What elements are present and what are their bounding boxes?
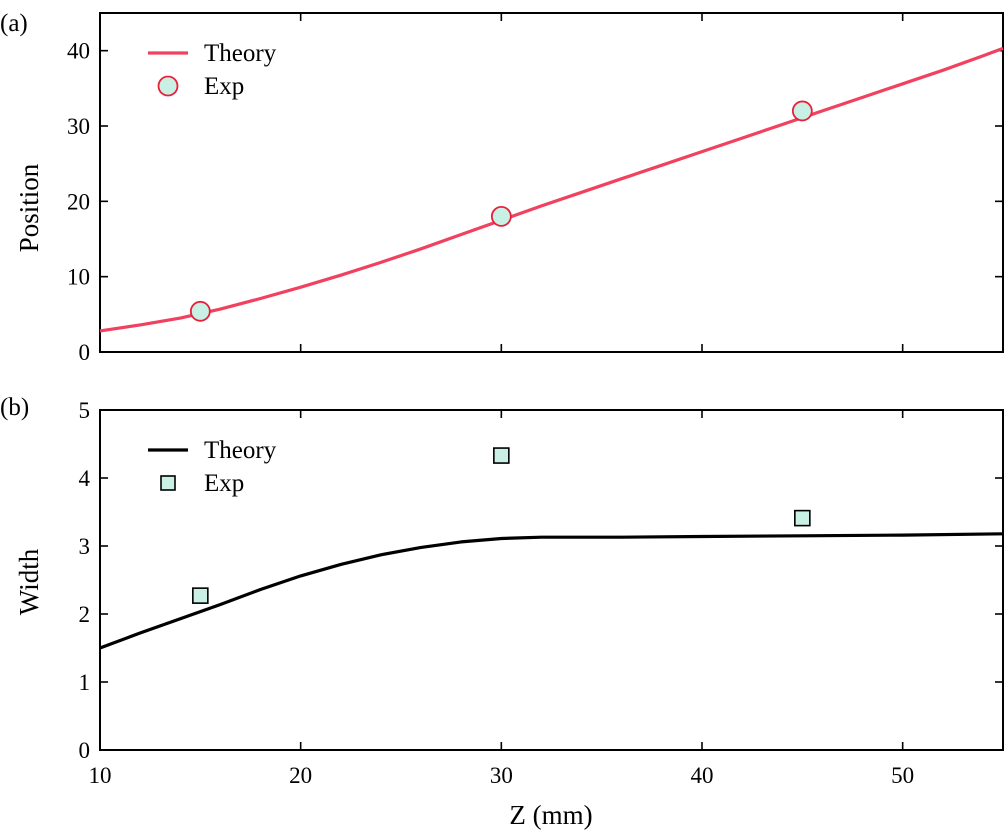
panel-b-label: (b)	[0, 394, 29, 421]
panel-a-plot-frame	[99, 12, 1004, 353]
panel-b-y-tick-label: 1	[79, 670, 91, 695]
panel-a-label: (a)	[0, 10, 28, 37]
panel-b-legend-exp-label: Exp	[204, 470, 244, 497]
panel-a-y-tick-label: 10	[67, 265, 90, 290]
panel-b-y-tick-label: 5	[79, 398, 91, 423]
panel-a-exp-point	[490, 205, 512, 227]
panel-b-plot-frame	[99, 409, 1004, 751]
panel-b-y-tick-label: 0	[79, 738, 91, 763]
panel-b-y-tick-label: 3	[79, 534, 91, 559]
panel-b-exp-point	[192, 587, 209, 604]
panel-b-legend-theory-label: Theory	[204, 437, 277, 464]
panel-b-y-tick-label: 4	[79, 466, 91, 491]
panel-a-exp-point	[791, 100, 813, 122]
panel-b-x-tick-label: 50	[891, 763, 914, 788]
panel-b-x-tick-label: 10	[89, 763, 112, 788]
x-axis-title: Z (mm)	[509, 800, 592, 830]
panel-a-y-tick-label: 20	[67, 189, 90, 214]
panel-b-exp-point	[794, 509, 811, 527]
panel-a-y-tick-label: 0	[79, 340, 91, 365]
panel-b-x-tick-label: 30	[490, 763, 513, 788]
panel-a-legend-marker-swatch	[157, 75, 179, 97]
panel-a-theory-line	[99, 46, 1004, 333]
panel-a-exp-point	[189, 300, 211, 322]
panel-b-x-tick-label: 40	[691, 763, 714, 788]
panel-a-y-tick-label: 40	[67, 39, 90, 64]
panel-b-y-axis-title: Width	[14, 548, 44, 615]
panel-b-exp-point	[493, 447, 510, 464]
panel-a-y-axis-title: Position	[14, 163, 44, 252]
panel-b-theory-line	[99, 532, 1004, 650]
panel-b-x-tick-label: 20	[289, 763, 312, 788]
panel-b-y-tick-label: 2	[79, 602, 91, 627]
panel-a-legend-theory-label: Theory	[204, 40, 277, 67]
panel-a-legend-exp-label: Exp	[204, 73, 244, 100]
panel-b-legend-marker-swatch	[160, 475, 176, 491]
panel-a-y-tick-label: 30	[67, 114, 90, 139]
